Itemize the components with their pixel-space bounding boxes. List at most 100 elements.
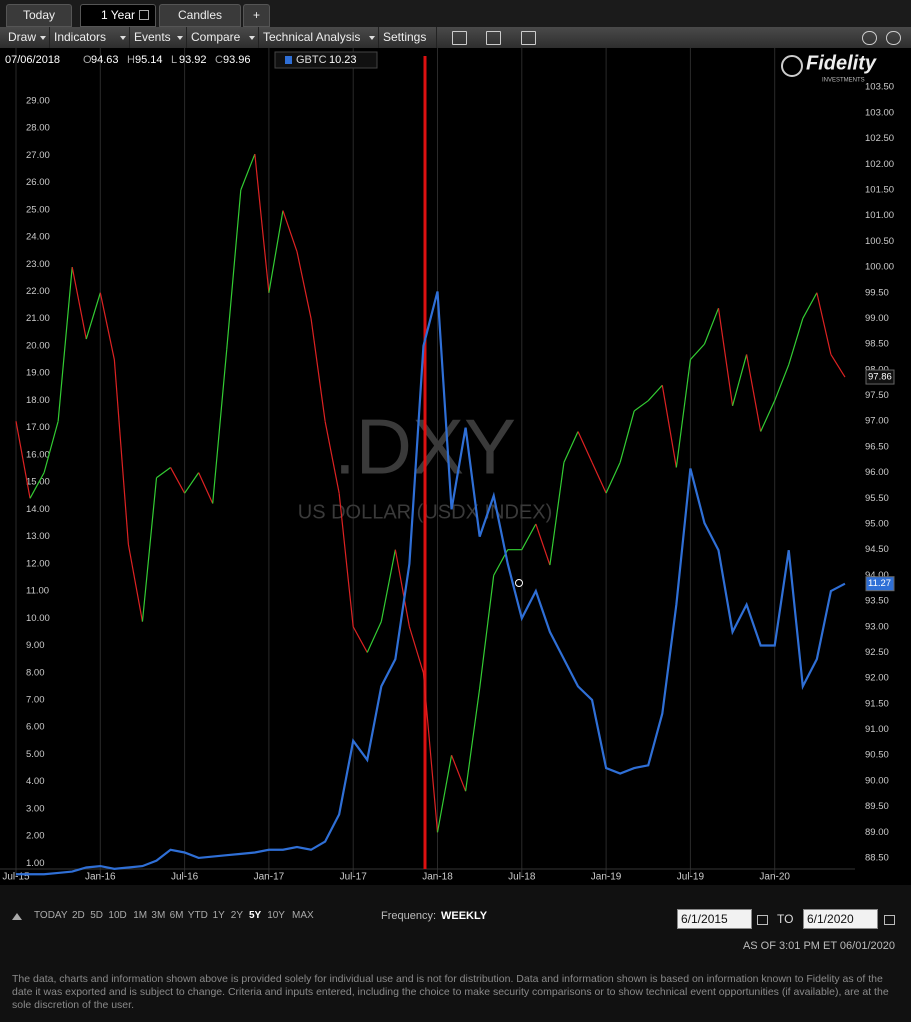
- range-button[interactable]: 5Y: [249, 910, 262, 921]
- y-tick-label: 3.00: [26, 803, 45, 814]
- price-segment: [661, 385, 677, 468]
- y2-tick-label: 95.00: [865, 519, 889, 530]
- price-segment: [549, 462, 565, 566]
- price-segment: [310, 318, 326, 422]
- calendar-icon[interactable]: [884, 915, 895, 925]
- x-tick-label: Jul-18: [508, 872, 536, 883]
- y-tick-label: 6.00: [26, 722, 45, 733]
- info-text: 93.96: [223, 54, 251, 66]
- price-segment: [535, 523, 551, 566]
- price-segment: [422, 672, 439, 833]
- y2-tick-label: 100.50: [865, 236, 894, 247]
- price-segment: [760, 400, 776, 432]
- price-segment: [450, 755, 467, 792]
- range-button[interactable]: 2D: [72, 910, 85, 921]
- chart: Jul-15 Jan-16 Jul-16 Jan-17 Jul-17 Jan-18 Jul-…: [0, 48, 911, 885]
- range-button[interactable]: 10D: [108, 910, 127, 921]
- series-line: [16, 291, 846, 876]
- price-segment: [746, 354, 762, 432]
- price-segment: [577, 431, 593, 463]
- price-segment: [619, 410, 635, 463]
- price-segment: [436, 755, 453, 833]
- info-text: L: [171, 54, 177, 66]
- date-to[interactable]: 6/1/2020: [803, 909, 878, 929]
- price-segment: [675, 359, 691, 468]
- y-tick-label: 19.00: [26, 368, 50, 379]
- price-segment: [816, 292, 832, 355]
- y-tick-label: 17.00: [26, 422, 50, 433]
- y2-tick-label: 90.00: [865, 775, 889, 786]
- y2-tick-label: 94.00: [865, 570, 889, 581]
- range-button[interactable]: 10Y: [267, 910, 285, 921]
- print-icon[interactable]: [521, 31, 536, 45]
- info-text: O: [83, 54, 92, 66]
- info-text: 07/06/2018: [5, 54, 60, 66]
- y-tick-label: 29.00: [26, 95, 50, 106]
- tab[interactable]: +: [243, 4, 270, 27]
- y2-tick-label: 95.50: [865, 493, 889, 504]
- menu-bar: Draw Indicators Events Compare Technical Ana…: [0, 27, 911, 49]
- menu-item[interactable]: Draw: [4, 27, 50, 48]
- y2-tick-label: 101.00: [865, 210, 894, 221]
- menu-item[interactable]: Indicators: [50, 27, 130, 48]
- y2-tick-label: 100.00: [865, 262, 894, 273]
- price-segment: [703, 307, 720, 345]
- save-icon[interactable]: [452, 31, 467, 45]
- menu-item[interactable]: Compare: [187, 27, 259, 48]
- price-segment: [774, 364, 790, 401]
- export-icon[interactable]: [486, 31, 501, 45]
- legend-chip[interactable]: [274, 51, 378, 69]
- menu-item[interactable]: Events: [130, 27, 187, 48]
- range-button[interactable]: YTD: [187, 910, 208, 921]
- y-tick-label: 27.00: [26, 150, 50, 161]
- y2-tick-label: 88.50: [865, 853, 889, 864]
- last-value-tag: [865, 369, 895, 385]
- date-from[interactable]: 6/1/2015: [677, 909, 752, 929]
- y-tick-label: 16.00: [26, 449, 50, 460]
- menu-item[interactable]: Settings: [379, 27, 437, 48]
- x-tick-label: Jan-16: [85, 872, 116, 883]
- price-segment: [591, 462, 607, 494]
- tab[interactable]: Candles: [159, 4, 241, 27]
- dropdown-arrow: [369, 36, 375, 43]
- y2-tick-label: 98.50: [865, 339, 889, 350]
- logo-sub: INVESTMENTS: [822, 78, 865, 84]
- logo-name: Fidelity: [806, 52, 877, 74]
- price-segment: [99, 292, 115, 360]
- y-tick-label: 24.00: [26, 232, 50, 243]
- range-button[interactable]: 1Y: [212, 910, 225, 921]
- zoom-in-icon[interactable]: [862, 31, 877, 45]
- tab-bar: Today 1 Year Candles +: [0, 0, 911, 27]
- price-segment: [563, 431, 579, 463]
- y2-tick-label: 97.00: [865, 416, 889, 427]
- frequency-value[interactable]: WEEKLY: [441, 910, 488, 922]
- range-button[interactable]: 3M: [151, 910, 166, 921]
- range-button[interactable]: 1M: [133, 910, 148, 921]
- range-button[interactable]: MAX: [292, 910, 314, 921]
- last-value-tag: [865, 576, 895, 592]
- price-segment: [268, 210, 284, 293]
- zoom-out-icon[interactable]: [886, 31, 901, 45]
- y2-tick-label: 93.50: [865, 596, 889, 607]
- dropdown-arrow: [177, 36, 183, 43]
- price-segment: [254, 153, 270, 293]
- range-button[interactable]: 6M: [169, 910, 184, 921]
- price-segment: [380, 549, 396, 622]
- y-tick-label: 4.00: [26, 776, 45, 787]
- calendar-icon[interactable]: [757, 915, 768, 925]
- info-text: 94.63: [91, 54, 119, 66]
- dropdown-arrow: [40, 36, 46, 43]
- price-segment: [85, 292, 101, 340]
- tab[interactable]: Today: [6, 4, 72, 27]
- tab[interactable]: 1 Year: [80, 4, 156, 27]
- range-button[interactable]: 2Y: [230, 910, 244, 921]
- price-segment: [71, 266, 87, 340]
- range-button[interactable]: TODAY: [34, 910, 68, 921]
- menu-item[interactable]: Technical Analysis: [259, 27, 379, 48]
- cursor-point: [515, 579, 523, 587]
- price-segment: [170, 467, 186, 494]
- last-value-label: 97.86: [868, 372, 892, 383]
- y2-tick-label: 103.00: [865, 107, 894, 118]
- range-button[interactable]: 5D: [90, 910, 103, 921]
- price-segment: [57, 267, 73, 422]
